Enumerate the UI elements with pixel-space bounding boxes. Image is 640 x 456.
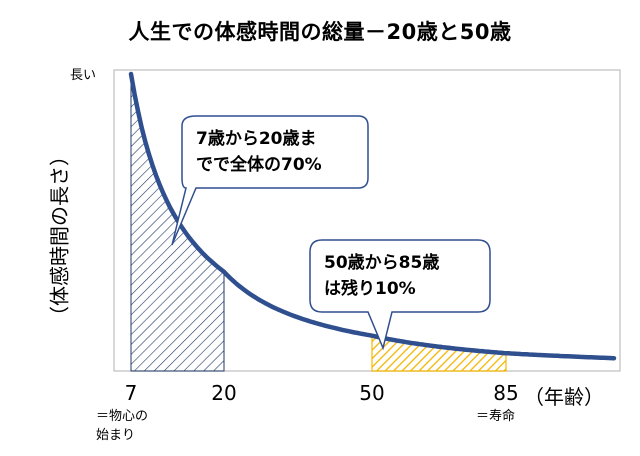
x-tick-label: 85 — [493, 381, 519, 405]
plot-frame — [113, 69, 621, 372]
x-tick-label: 7 — [124, 381, 138, 405]
callout-bubble-1 — [171, 115, 369, 246]
end-note-line: ＝寿命 — [476, 409, 516, 424]
start-note-line: ＝物心の — [96, 409, 149, 424]
start-note-line: 始まり — [96, 428, 136, 443]
callout-bubble-2 — [309, 239, 491, 351]
y-axis-top-label: 長い — [70, 68, 97, 83]
annotation-line: でで全体の70% — [196, 155, 322, 175]
end-note: ＝寿命 — [476, 407, 515, 426]
annotation-2: 50歳から85歳 は残り10% — [324, 250, 439, 302]
annotation-line: は残り10% — [324, 279, 416, 299]
x-tick-label: 20 — [211, 381, 237, 405]
x-tick-label: 50 — [359, 381, 385, 405]
start-note: ＝物心の 始まり — [96, 407, 148, 445]
series-line — [128, 71, 617, 361]
annotation-line: 7歳から20歳ま — [196, 129, 317, 149]
y-axis-label: （体感時間の長さ） — [47, 146, 72, 326]
annotation-1: 7歳から20歳ま でで全体の70% — [196, 126, 322, 178]
chart-title: 人生での体感時間の総量－20歳と50歳 — [128, 20, 512, 44]
annotation-line: 50歳から85歳 — [324, 253, 440, 273]
x-axis-label: （年齢） — [524, 385, 604, 409]
